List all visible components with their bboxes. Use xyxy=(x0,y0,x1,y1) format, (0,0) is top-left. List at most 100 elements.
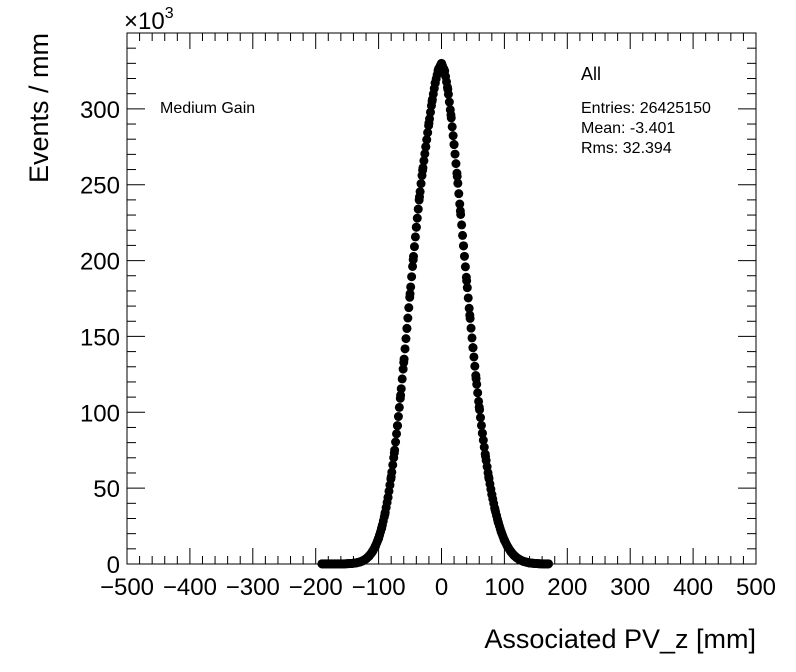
data-point xyxy=(403,314,412,323)
data-point xyxy=(475,403,484,412)
data-point xyxy=(410,242,419,251)
y-multiplier: ×103 xyxy=(124,5,174,35)
data-point xyxy=(450,140,459,149)
data-point xyxy=(457,220,466,229)
y-tick-label: 150 xyxy=(80,324,120,351)
data-point xyxy=(393,421,402,430)
y-multiplier-exponent: 3 xyxy=(165,5,174,22)
y-tick-labels: 0 50 100 150 200 250 300 xyxy=(80,97,120,579)
data-point xyxy=(473,388,482,397)
data-point xyxy=(456,206,465,215)
y-tick-label: 100 xyxy=(80,400,120,427)
data-point xyxy=(377,523,386,532)
data-point xyxy=(443,85,452,94)
y-tick-label: 50 xyxy=(93,476,120,503)
data-point xyxy=(392,429,401,438)
data-point xyxy=(391,438,400,447)
data-point xyxy=(374,534,383,543)
data-point xyxy=(390,448,399,457)
y-axis-title: Events / mm xyxy=(24,33,54,183)
data-point xyxy=(460,252,469,261)
stats-mean: Mean: -3.401 xyxy=(581,120,675,137)
data-point xyxy=(401,344,410,353)
data-point xyxy=(494,517,503,526)
data-point xyxy=(387,472,396,481)
data-point xyxy=(412,223,421,232)
data-point xyxy=(451,159,460,168)
data-point xyxy=(459,241,468,250)
y-tick-label: 200 xyxy=(80,249,120,276)
x-tick-label: −200 xyxy=(289,574,343,601)
x-tick-label: 0 xyxy=(435,574,448,601)
x-tick-label: −400 xyxy=(163,574,217,601)
data-point xyxy=(440,66,449,75)
data-point xyxy=(409,255,418,264)
stats-rms: Rms: 32.394 xyxy=(581,140,672,157)
x-tick-label: 500 xyxy=(736,574,776,601)
data-point xyxy=(467,324,476,333)
data-point xyxy=(404,303,413,312)
data-point xyxy=(398,374,407,383)
y-tick-label: 250 xyxy=(80,173,120,200)
data-point xyxy=(462,276,471,285)
data-point xyxy=(380,510,389,519)
y-tick-label: 0 xyxy=(107,552,120,579)
y-tick-label: 300 xyxy=(80,97,120,124)
data-point xyxy=(431,79,440,88)
data-point xyxy=(371,542,380,551)
data-points xyxy=(317,59,552,569)
data-point xyxy=(477,421,486,430)
data-point xyxy=(465,311,474,320)
data-point xyxy=(484,472,493,481)
data-point xyxy=(417,179,426,188)
data-point xyxy=(451,150,460,159)
data-point xyxy=(415,193,424,202)
x-axis-title: Associated PV_z [mm] xyxy=(484,624,756,654)
data-point xyxy=(448,122,457,131)
x-tick-labels: −500 −400 −300 −200 −100 0 100 200 300 400 500 xyxy=(100,574,776,601)
data-point xyxy=(414,205,423,214)
data-point xyxy=(394,412,403,421)
data-point xyxy=(421,142,430,151)
data-point xyxy=(399,358,408,367)
x-tick-label: 100 xyxy=(484,574,524,601)
x-tick-label: 400 xyxy=(673,574,713,601)
data-point xyxy=(411,232,420,241)
data-point xyxy=(478,429,487,438)
data-point xyxy=(428,97,437,106)
x-tick-label: −100 xyxy=(352,574,406,601)
data-point xyxy=(445,98,454,107)
data-point xyxy=(407,272,416,281)
data-point xyxy=(446,110,455,119)
data-point xyxy=(472,374,481,383)
data-point xyxy=(396,391,405,400)
data-point xyxy=(424,119,433,128)
data-point xyxy=(418,166,427,175)
data-point xyxy=(406,289,415,298)
data-point xyxy=(461,262,470,271)
data-point xyxy=(487,490,496,499)
data-point xyxy=(468,333,477,342)
x-tick-label: −300 xyxy=(226,574,280,601)
data-point xyxy=(469,352,478,361)
x-tick-label: 300 xyxy=(610,574,650,601)
data-point xyxy=(454,189,463,198)
data-point xyxy=(497,527,506,536)
data-point xyxy=(413,214,422,223)
data-point xyxy=(490,505,499,514)
stats-entries: Entries: 26425150 xyxy=(581,100,711,117)
data-point xyxy=(384,493,393,502)
stats-title: All xyxy=(581,64,601,84)
data-point xyxy=(464,293,473,302)
data-point xyxy=(476,413,485,422)
x-tick-label: 200 xyxy=(547,574,587,601)
data-point xyxy=(449,131,458,140)
data-point xyxy=(481,452,490,461)
data-point xyxy=(470,362,479,371)
data-point xyxy=(458,231,467,240)
data-point xyxy=(453,172,462,181)
data-point xyxy=(402,324,411,333)
data-point xyxy=(401,334,410,343)
data-point xyxy=(468,343,477,352)
